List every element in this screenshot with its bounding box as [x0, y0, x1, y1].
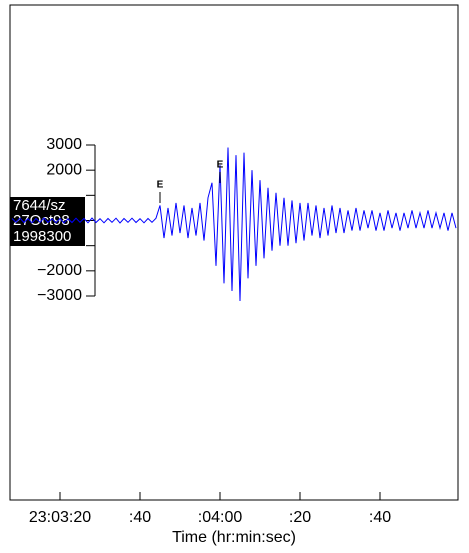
x-tick-label: :20 [289, 509, 311, 526]
station-label: 7644/sz [13, 197, 66, 214]
phase-label: E [217, 160, 224, 171]
x-tick-label: :04:00 [198, 509, 243, 526]
frame [9, 4, 459, 501]
x-tick-label: :40 [129, 509, 151, 526]
phase-label: E [157, 180, 164, 191]
x-tick-label: :40 [369, 509, 391, 526]
y-tick-label: −3000 [37, 287, 82, 304]
waveform [11, 147, 457, 302]
y-tick-label: 3000 [46, 136, 82, 153]
x-tick-label: 23:03:20 [29, 509, 91, 526]
station-label: 1998300 [13, 228, 71, 245]
y-tick-label: −2000 [37, 262, 82, 279]
y-tick-label: 2000 [46, 161, 82, 178]
x-axis-title: Time (hr:min:sec) [172, 529, 296, 546]
